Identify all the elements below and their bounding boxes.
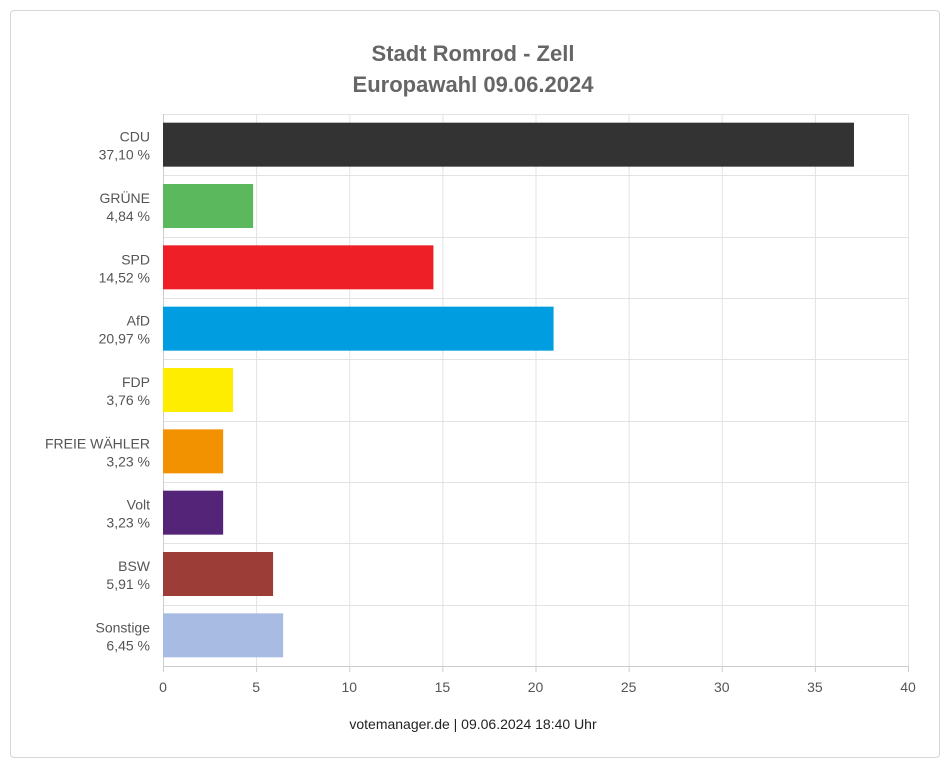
category-label: Volt bbox=[127, 497, 150, 513]
chart-footer: votemanager.de | 09.06.2024 18:40 Uhr bbox=[349, 716, 597, 732]
category-label: BSW bbox=[118, 558, 151, 574]
chart-bars bbox=[163, 122, 854, 658]
category-label: CDU bbox=[120, 129, 150, 145]
bar-spd bbox=[163, 245, 434, 290]
bar-cdu bbox=[163, 122, 854, 167]
chart-title-line2: Europawahl 09.06.2024 bbox=[352, 72, 594, 97]
value-label: 20,97 % bbox=[99, 331, 150, 347]
bar-bsw bbox=[163, 552, 274, 596]
category-label: FDP bbox=[122, 374, 150, 390]
value-label: 3,23 % bbox=[106, 515, 150, 531]
value-label: 14,52 % bbox=[99, 269, 150, 285]
category-label: AfD bbox=[127, 313, 150, 329]
chart-title-line1: Stadt Romrod - Zell bbox=[371, 41, 575, 66]
x-tick-label: 40 bbox=[900, 679, 916, 695]
value-label: 37,10 % bbox=[99, 147, 150, 163]
category-label: Sonstige bbox=[96, 619, 151, 635]
bar-volt bbox=[163, 490, 224, 535]
category-label: SPD bbox=[121, 251, 150, 267]
bar-fdp bbox=[163, 368, 234, 412]
x-axis-ticks: 0 5 10 15 20 25 30 35 40 bbox=[159, 666, 916, 695]
x-tick-label: 15 bbox=[435, 679, 451, 695]
category-label: FREIE WÄHLER bbox=[45, 435, 150, 451]
x-tick-label: 30 bbox=[714, 679, 730, 695]
category-label: GRÜNE bbox=[99, 189, 150, 206]
value-label: 4,84 % bbox=[106, 208, 150, 224]
bar-afd bbox=[163, 306, 554, 351]
category-labels: CDU 37,10 % GRÜNE 4,84 % SPD 14,52 % AfD 20,97 … bbox=[45, 129, 151, 654]
value-label: 5,91 % bbox=[106, 576, 150, 592]
chart-grid bbox=[163, 114, 909, 667]
bar-freie-wähler bbox=[163, 429, 224, 474]
x-tick-label: 25 bbox=[621, 679, 637, 695]
x-tick-label: 0 bbox=[159, 679, 167, 695]
x-tick-label: 10 bbox=[341, 679, 357, 695]
x-tick-label: 35 bbox=[807, 679, 823, 695]
bar-grüne bbox=[163, 184, 254, 228]
value-label: 3,76 % bbox=[106, 392, 150, 408]
value-label: 3,23 % bbox=[106, 453, 150, 469]
x-tick-label: 5 bbox=[252, 679, 260, 695]
value-label: 6,45 % bbox=[106, 637, 150, 653]
x-tick-label: 20 bbox=[528, 679, 544, 695]
bar-sonstige bbox=[163, 613, 284, 658]
